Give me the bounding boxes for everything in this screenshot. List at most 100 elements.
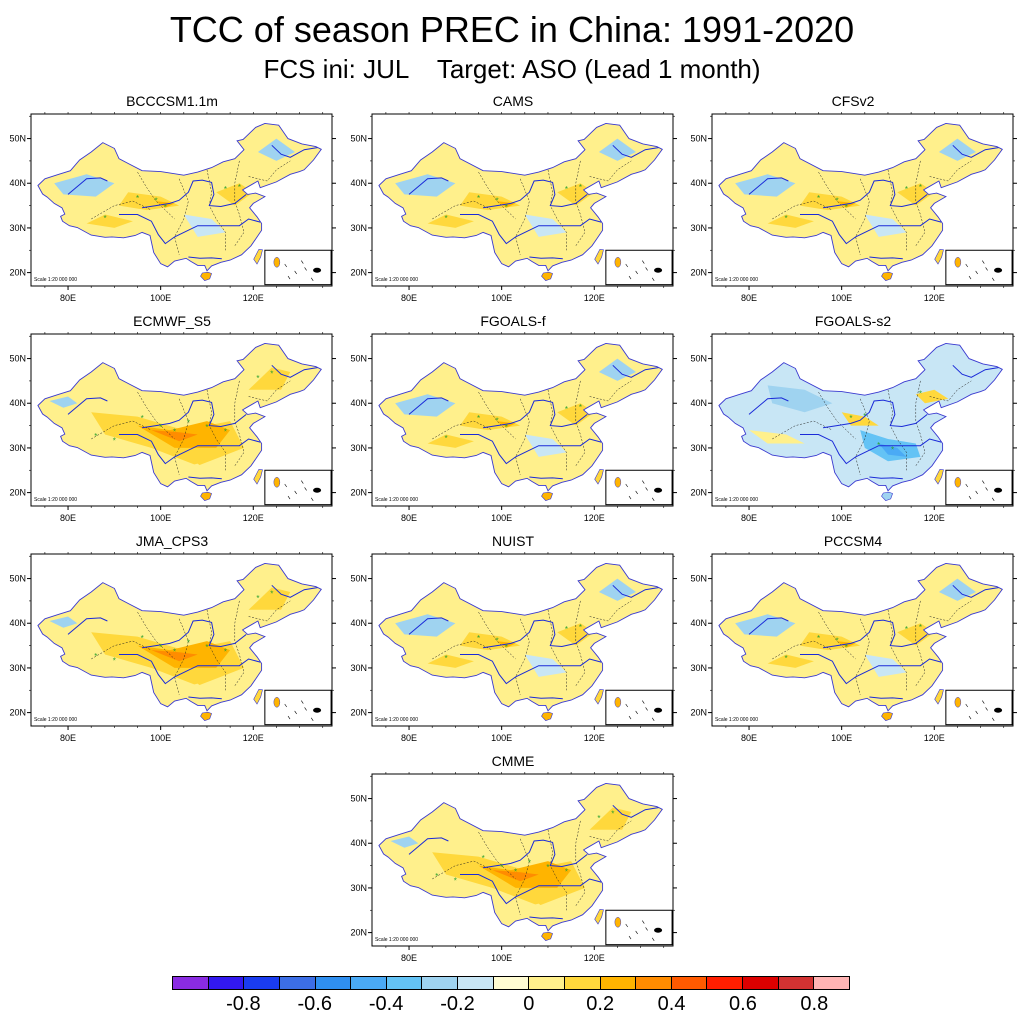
y-tick-label: 20N [350, 268, 367, 278]
significance-dot: * [187, 639, 190, 648]
significance-dot: * [845, 203, 848, 212]
y-tick-label: 40N [350, 178, 367, 188]
correlation-region [506, 681, 553, 695]
significance-dot: * [579, 403, 582, 412]
significance-dot: * [477, 194, 480, 203]
y-tick-label: 20N [9, 488, 26, 498]
colorbar-swatch [743, 977, 779, 989]
x-tick-label: 120E [924, 513, 945, 523]
y-tick-label: 40N [9, 398, 26, 408]
significance-dot: * [256, 594, 259, 603]
colorbar-label: -0.2 [440, 993, 475, 1015]
correlation-region [395, 174, 456, 197]
figure-subtitle: FCS ini: JUL Target: ASO (Lead 1 month) [263, 54, 761, 84]
correlation-region [846, 681, 893, 695]
x-tick-label: 100E [491, 513, 512, 523]
colorbar-swatch [386, 977, 423, 989]
y-tick-label: 40N [690, 178, 707, 188]
correlation-region [915, 389, 949, 404]
significance-dot: * [454, 876, 457, 885]
significance-dot: * [785, 214, 788, 223]
significance-dot: * [173, 648, 176, 657]
x-tick-label: 80E [401, 293, 417, 303]
china-map: * * * * * * Scale 1:20 000 000 80E 100E 120E 50N 40… [350, 332, 677, 523]
correlation-region [735, 174, 796, 197]
y-tick-label: 40N [350, 618, 367, 628]
south-china-sea-inset [945, 469, 1013, 506]
significance-dot: * [154, 196, 157, 205]
correlation-region [427, 214, 474, 228]
x-tick-label: 100E [831, 293, 852, 303]
scale-note: Scale 1:20 000 000 [375, 717, 418, 723]
colorbar-swatch [529, 977, 565, 989]
significance-dot: * [256, 374, 259, 383]
correlation-region [510, 903, 553, 917]
correlation-region [767, 654, 814, 668]
x-tick-label: 120E [584, 733, 605, 743]
south-china-sea-inset [264, 249, 332, 286]
correlation-region [169, 683, 212, 697]
colorbar-swatch [351, 977, 387, 989]
significance-dot: * [785, 654, 788, 663]
significance-dot: * [136, 194, 139, 203]
x-tick-label: 120E [584, 513, 605, 523]
y-tick-label: 50N [350, 794, 367, 804]
correlation-region [169, 463, 212, 477]
colorbar-swatch [671, 977, 708, 989]
significance-dot: * [482, 854, 485, 863]
colorbar-swatch [600, 977, 637, 989]
scale-note: Scale 1:20 000 000 [715, 717, 758, 723]
correlation-region [49, 616, 78, 628]
correlation-region [86, 214, 133, 228]
colorbar-label: -0.4 [368, 993, 404, 1015]
y-tick-label: 40N [690, 398, 707, 408]
china-land [378, 343, 663, 491]
significance-dot: * [224, 648, 227, 657]
significance-dot: * [565, 185, 568, 194]
china-land [718, 123, 1003, 271]
scale-note: Scale 1:20 000 000 [375, 277, 418, 283]
colorbar-label: 0.4 [657, 993, 686, 1015]
china-land [37, 563, 322, 711]
china-land [378, 563, 663, 711]
significance-dot: * [579, 623, 582, 632]
scale-note: Scale 1:20 000 000 [375, 937, 418, 943]
colorbar-swatch [564, 977, 601, 989]
y-tick-label: 40N [9, 618, 26, 628]
significance-dot: * [579, 183, 582, 192]
y-tick-label: 50N [690, 574, 707, 584]
x-tick-label: 120E [584, 293, 605, 303]
y-tick-label: 30N [9, 223, 26, 233]
x-tick-label: 80E [401, 953, 417, 963]
y-tick-label: 30N [9, 663, 26, 673]
significance-dot: * [270, 589, 273, 598]
map-panel: BCCCSM1.1m * * * * * * Scale 1:20 000 000 80E 100… [2, 92, 342, 312]
correlation-region [390, 836, 419, 848]
colorbar-swatch [244, 977, 280, 989]
y-tick-label: 50N [690, 134, 707, 144]
significance-dot: * [435, 872, 438, 881]
significance-dot: * [113, 656, 116, 665]
panel-title: JMA_CPS3 [135, 533, 209, 549]
correlation-region [165, 241, 212, 255]
map-panel: NUIST * * * * * * Scale 1:20 000 000 80E 100E 120E… [343, 532, 683, 752]
x-tick-label: 120E [924, 733, 945, 743]
x-tick-label: 100E [150, 513, 171, 523]
significance-dot: * [113, 436, 116, 445]
x-tick-label: 100E [491, 953, 512, 963]
scale-note: Scale 1:20 000 000 [34, 497, 77, 503]
colorbar-swatch [279, 977, 316, 989]
panel-title: CAMS [492, 93, 534, 109]
panel-title: PCCSM4 [823, 533, 883, 549]
colorbar-label: 0.6 [729, 993, 757, 1015]
significance-dot: * [905, 185, 908, 194]
significance-dot: * [187, 419, 190, 428]
significance-dot: * [891, 445, 894, 454]
correlation-region [938, 358, 976, 377]
x-tick-label: 120E [243, 293, 264, 303]
colorbar-label: 0.2 [586, 993, 615, 1015]
china-map: * * * * * * * * * * Scale 1:20 000 000 80E 100E 120E 5… [350, 772, 677, 963]
significance-dot: * [94, 432, 97, 441]
colorbar-swatch [636, 977, 672, 989]
x-tick-label: 80E [401, 733, 417, 743]
